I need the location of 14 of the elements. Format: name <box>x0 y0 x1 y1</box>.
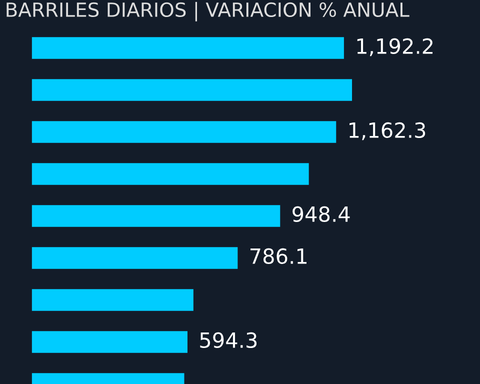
chart-title: BARRILES DIARIOS | VARIACION % ANUAL <box>6 2 410 22</box>
bar <box>32 121 336 143</box>
data-label: 1,162.3 <box>350 122 426 140</box>
bar <box>32 37 344 59</box>
bar <box>32 79 352 101</box>
data-label: 1,192.2 <box>357 38 432 56</box>
data-label: 786.1 <box>250 248 306 264</box>
bar <box>32 247 238 269</box>
data-label: 948.4 <box>292 206 350 222</box>
bar <box>32 163 309 185</box>
bar <box>32 205 280 227</box>
data-label: 594.3 <box>200 332 257 348</box>
bar <box>32 331 188 353</box>
bar <box>32 289 194 311</box>
